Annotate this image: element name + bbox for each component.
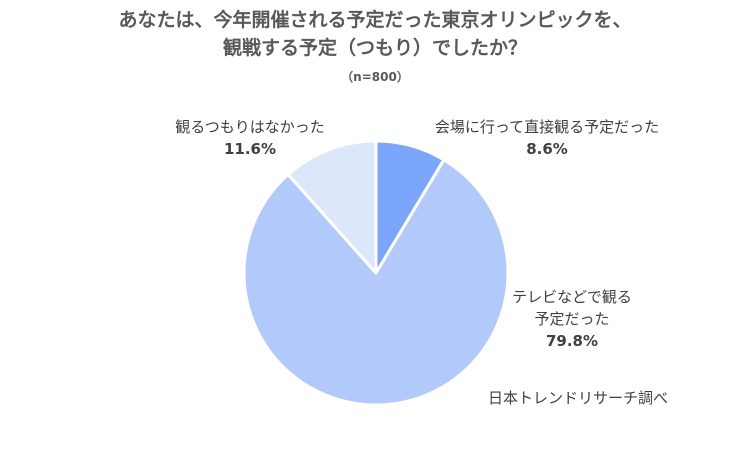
source-note: 日本トレンドリサーチ調べ — [488, 389, 669, 407]
chart-title: あなたは、今年開催される予定だった東京オリンピックを、 観戦する予定（つもり）で… — [0, 6, 750, 62]
slice-label-direct: 会場に行って直接観る予定だった 8.6% — [402, 116, 692, 160]
slice-label-none-value: 11.6% — [223, 140, 277, 158]
slice-label-tv-value: 79.8% — [545, 332, 599, 350]
chart-title-line-2: 観戦する予定（つもり）でしたか？ — [222, 37, 527, 59]
slice-label-direct-name: 会場に行って直接観る予定だった — [434, 118, 660, 136]
pie-slice-tv — [242, 158, 510, 407]
chart-title-line-1: あなたは、今年開催される予定だった東京オリンピックを、 — [118, 9, 632, 31]
slice-label-tv-name-2: 予定だった — [534, 310, 610, 328]
slice-label-tv: テレビなどで観る 予定だった 79.8% — [492, 286, 652, 352]
slice-label-direct-value: 8.6% — [526, 140, 568, 158]
pie-slice-none — [286, 139, 378, 275]
slice-label-none: 観るつもりはなかった 11.6% — [150, 116, 350, 160]
chart-subtitle: （n=800） — [341, 70, 409, 84]
slice-label-none-name: 観るつもりはなかった — [175, 118, 325, 136]
slice-label-tv-name-1: テレビなどで観る — [512, 288, 632, 306]
